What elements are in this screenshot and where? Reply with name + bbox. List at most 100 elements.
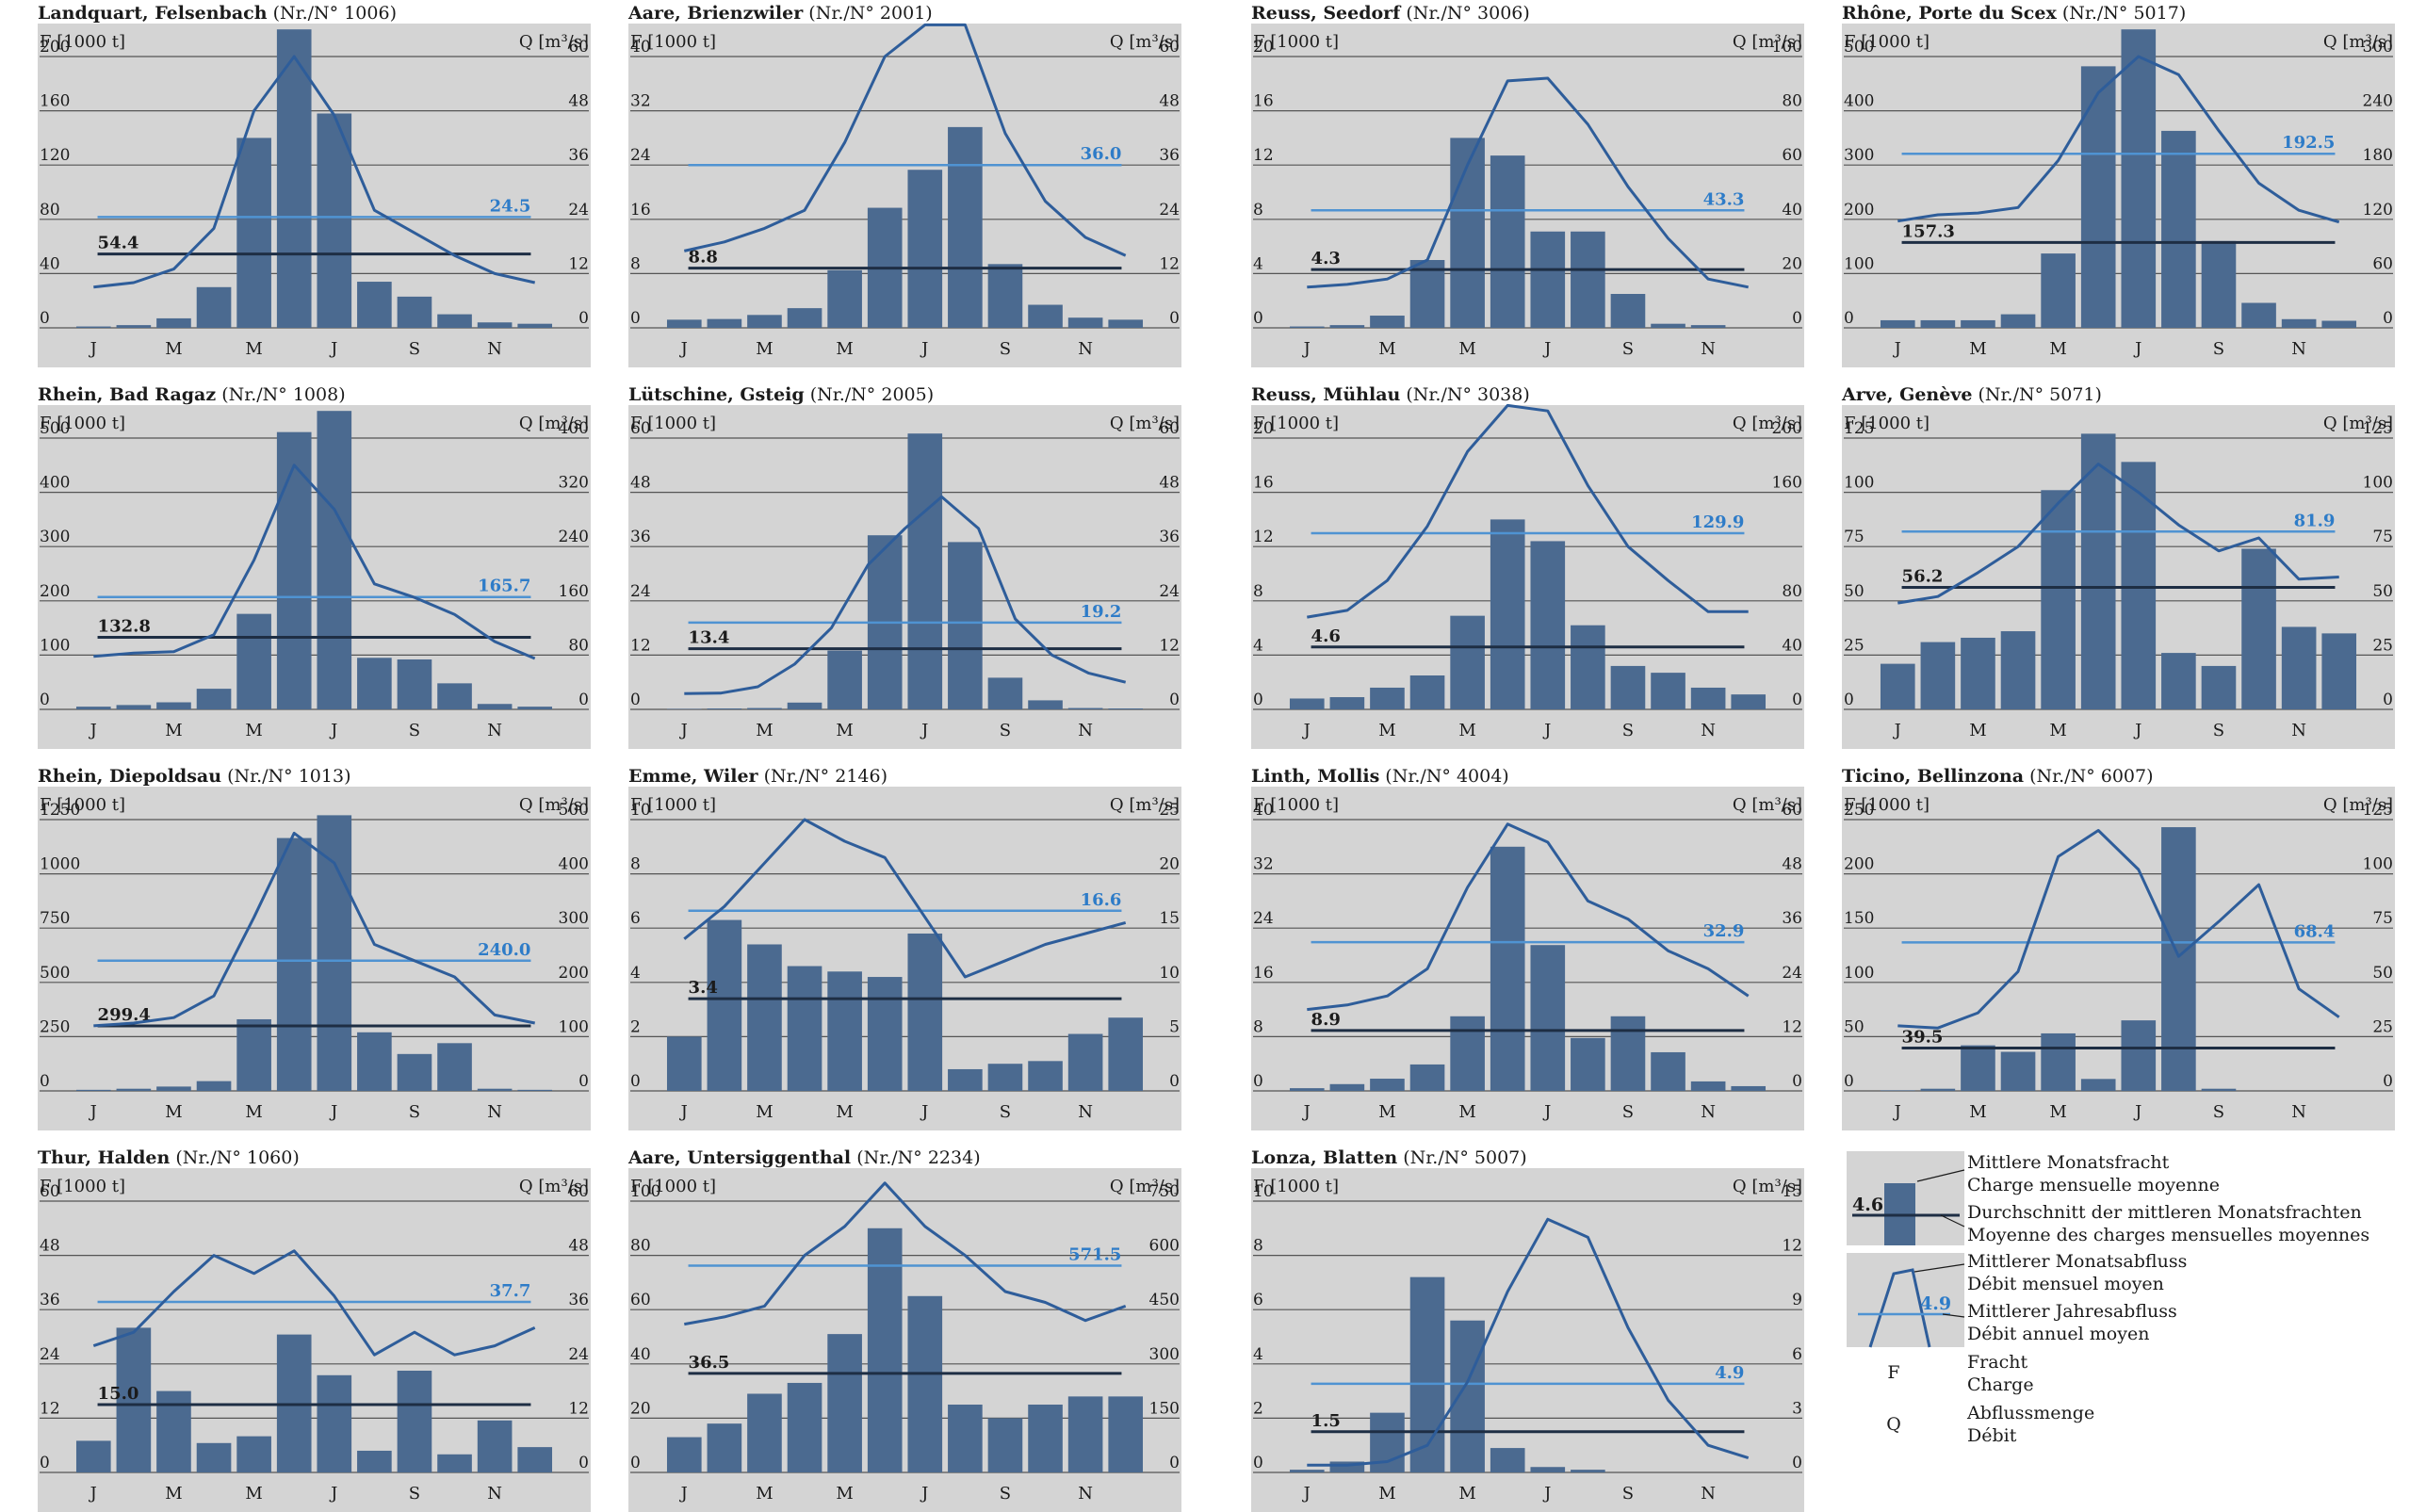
month-label: M bbox=[1458, 1484, 1475, 1504]
f-tick-label: 80 bbox=[40, 201, 60, 219]
legend-flow-label-de: Mittlerer Monatsabfluss bbox=[1967, 1251, 2187, 1272]
f-tick-label: 1250 bbox=[40, 801, 80, 820]
month-label: J bbox=[679, 339, 688, 359]
month-label: S bbox=[409, 1484, 420, 1504]
month-label: M bbox=[1378, 721, 1395, 740]
station-name: Arve, Genève bbox=[1841, 384, 1972, 405]
f-tick-label: 12 bbox=[1253, 528, 1274, 546]
load-bar bbox=[1731, 1085, 1767, 1091]
month-label: J bbox=[329, 721, 337, 740]
month-label: S bbox=[1622, 1102, 1634, 1122]
month-label: J bbox=[679, 1102, 688, 1122]
f-tick-label: 500 bbox=[40, 419, 70, 438]
load-bar bbox=[827, 269, 862, 328]
mean-load-value: 56.2 bbox=[1902, 567, 1944, 587]
month-label: J bbox=[1542, 721, 1551, 740]
f-tick-label: 200 bbox=[1844, 201, 1874, 219]
load-bar bbox=[2041, 1032, 2076, 1091]
f-tick-label: 0 bbox=[1253, 1454, 1263, 1472]
monthly-flow-line bbox=[684, 1181, 1127, 1326]
load-bar bbox=[2121, 462, 2157, 709]
chart-title: Ticino, Bellinzona (Nr./N° 6007) bbox=[1842, 766, 2154, 787]
station-number: (Nr./N° 2146) bbox=[758, 766, 887, 787]
load-bar bbox=[707, 708, 742, 709]
q-tick-label: 5 bbox=[1169, 1017, 1180, 1036]
load-bar bbox=[1610, 294, 1646, 328]
annual-flow-value: 192.5 bbox=[2282, 133, 2335, 153]
load-bar bbox=[1651, 1051, 1685, 1091]
chart-title: Linth, Mollis (Nr./N° 4004) bbox=[1251, 766, 1509, 787]
month-label: N bbox=[487, 721, 502, 740]
q-tick-label: 300 bbox=[2363, 38, 2393, 57]
load-bar bbox=[1067, 1396, 1103, 1472]
month-label: J bbox=[1542, 339, 1551, 359]
load-bar bbox=[1880, 1090, 1915, 1091]
f-tick-label: 16 bbox=[1253, 474, 1274, 493]
q-tick-label: 12 bbox=[1782, 1017, 1802, 1036]
load-bar bbox=[236, 1436, 271, 1472]
legend-q-symbol: Q bbox=[1886, 1414, 1901, 1435]
chart-background bbox=[1842, 787, 2395, 1130]
month-label: N bbox=[2291, 339, 2306, 359]
chart-background bbox=[628, 405, 1181, 749]
month-label: J bbox=[89, 1484, 97, 1504]
station-number: (Nr./N° 4004) bbox=[1379, 766, 1508, 787]
q-tick-label: 12 bbox=[568, 1399, 589, 1418]
q-tick-label: 80 bbox=[568, 636, 589, 655]
f-axis-unit: F [1000 t] bbox=[630, 414, 716, 433]
load-bar bbox=[987, 1418, 1023, 1472]
load-bar bbox=[1450, 138, 1485, 328]
q-tick-label: 60 bbox=[568, 38, 589, 57]
chart-title: Reuss, Mühlau (Nr./N° 3038) bbox=[1251, 384, 1530, 405]
f-tick-label: 0 bbox=[630, 1454, 641, 1472]
f-tick-label: 300 bbox=[1844, 146, 1874, 165]
load-bar bbox=[1028, 1061, 1063, 1091]
q-tick-label: 0 bbox=[578, 691, 589, 709]
month-label: M bbox=[1458, 1102, 1475, 1122]
mean-load-value: 4.6 bbox=[1311, 626, 1341, 646]
q-tick-label: 20 bbox=[1159, 855, 1180, 874]
annual-flow-value: 43.3 bbox=[1703, 189, 1745, 209]
load-bar bbox=[2080, 433, 2116, 709]
q-tick-label: 320 bbox=[559, 474, 589, 493]
month-label: N bbox=[1701, 721, 1716, 740]
load-bar bbox=[116, 705, 152, 709]
load-bar bbox=[2000, 1051, 2036, 1091]
q-tick-label: 40 bbox=[1782, 201, 1802, 219]
q-tick-label: 24 bbox=[1782, 964, 1802, 983]
month-label: J bbox=[1542, 1102, 1551, 1122]
q-tick-label: 200 bbox=[1772, 419, 1802, 438]
q-tick-label: 160 bbox=[559, 582, 589, 601]
load-bar bbox=[75, 707, 111, 709]
q-tick-label: 20 bbox=[1782, 254, 1802, 273]
chart-title: Lütschine, Gsteig (Nr./N° 2005) bbox=[628, 384, 934, 405]
monthly-flow-line bbox=[1307, 76, 1749, 289]
q-tick-label: 125 bbox=[2363, 419, 2393, 438]
mean-load-value: 13.4 bbox=[689, 628, 730, 648]
load-bar bbox=[1329, 697, 1365, 709]
mean-load-value: 1.5 bbox=[1311, 1411, 1341, 1431]
load-bar bbox=[1329, 1461, 1365, 1472]
station-name: Ticino, Bellinzona bbox=[1842, 766, 2024, 787]
annual-flow-value: 37.7 bbox=[490, 1281, 531, 1301]
f-tick-label: 60 bbox=[630, 1291, 651, 1309]
month-label: M bbox=[756, 339, 773, 359]
load-bar bbox=[747, 315, 782, 328]
chart-background bbox=[1842, 24, 2395, 367]
month-label: M bbox=[836, 1102, 853, 1122]
load-bar bbox=[437, 1043, 472, 1091]
q-tick-label: 160 bbox=[1772, 474, 1802, 493]
q-axis-unit: Q [m³/s] bbox=[1733, 414, 1802, 433]
q-axis-unit: Q [m³/s] bbox=[519, 32, 589, 52]
f-axis-unit: F [1000 t] bbox=[1844, 414, 1930, 433]
chart-title: Landquart, Felsenbach (Nr./N° 1006) bbox=[38, 3, 397, 24]
chart-title: Arve, Genève (Nr./N° 5071) bbox=[1841, 384, 2102, 405]
load-bar bbox=[666, 1036, 702, 1091]
month-label: M bbox=[1969, 721, 1986, 740]
chart-panel: Reuss, Seedorf (Nr./N° 3006) F [1000 t] Q … bbox=[1251, 3, 1804, 367]
legend-pointer-bar bbox=[1916, 1169, 1965, 1182]
f-tick-label: 50 bbox=[1844, 582, 1864, 601]
f-tick-label: 36 bbox=[40, 1291, 60, 1309]
month-label: N bbox=[1078, 1102, 1093, 1122]
load-bar bbox=[357, 1450, 392, 1472]
